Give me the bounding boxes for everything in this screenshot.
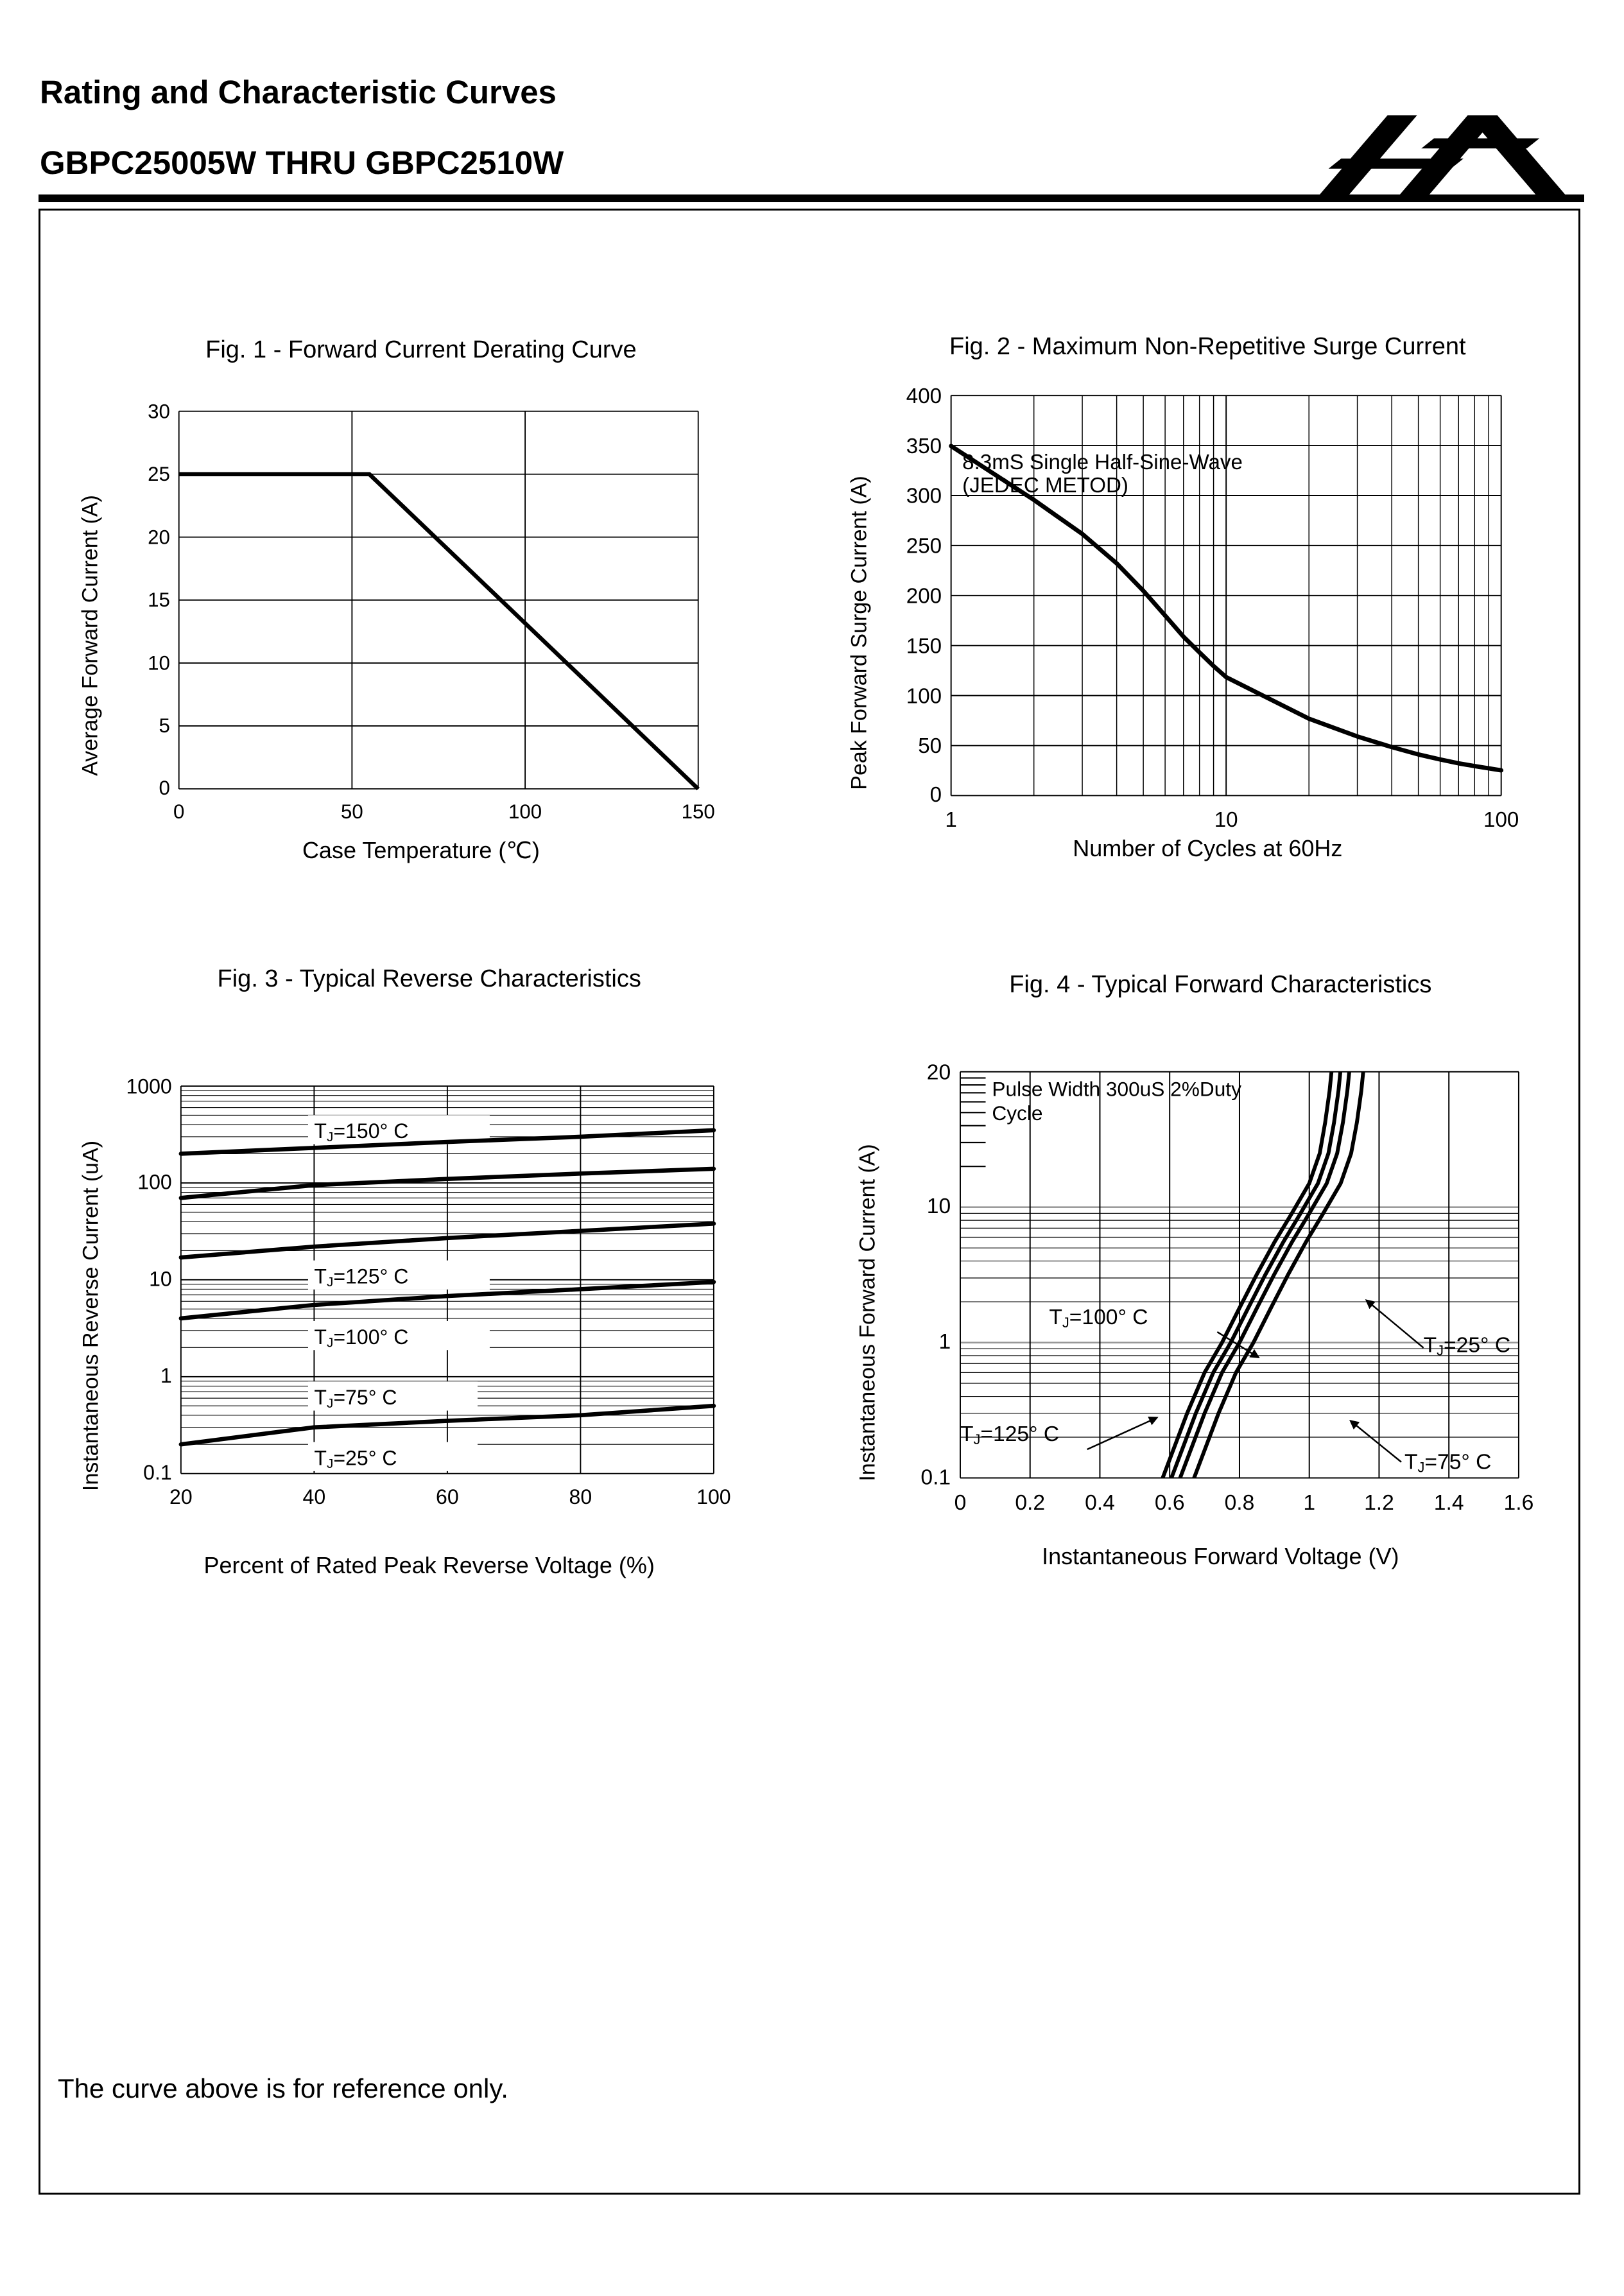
- svg-text:1.4: 1.4: [1434, 1491, 1464, 1515]
- svg-text:0.6: 0.6: [1155, 1491, 1185, 1515]
- svg-text:TJ=25° C: TJ=25° C: [1424, 1334, 1510, 1359]
- svg-text:8.3mS Single Half-Sine-Wave: 8.3mS Single Half-Sine-Wave: [963, 451, 1243, 474]
- svg-text:150: 150: [682, 800, 715, 823]
- svg-text:10: 10: [927, 1195, 951, 1218]
- svg-text:50: 50: [919, 734, 942, 758]
- svg-text:200: 200: [906, 584, 942, 608]
- svg-text:0.8: 0.8: [1225, 1491, 1255, 1515]
- svg-text:TJ=100° C: TJ=100° C: [1049, 1306, 1148, 1331]
- svg-text:40: 40: [303, 1485, 326, 1508]
- svg-text:350: 350: [906, 434, 942, 458]
- svg-text:1: 1: [946, 808, 957, 832]
- svg-text:10: 10: [149, 1267, 172, 1290]
- svg-text:1000: 1000: [126, 1075, 172, 1098]
- svg-text:100: 100: [508, 800, 542, 823]
- svg-text:0.4: 0.4: [1085, 1491, 1115, 1515]
- svg-text:(JEDEC METOD): (JEDEC METOD): [963, 474, 1129, 497]
- svg-text:80: 80: [569, 1485, 592, 1508]
- svg-text:10: 10: [148, 652, 170, 674]
- svg-text:TJ=125° C: TJ=125° C: [960, 1422, 1059, 1447]
- svg-text:0: 0: [159, 777, 170, 799]
- svg-text:0: 0: [173, 800, 184, 823]
- svg-text:0: 0: [955, 1491, 967, 1515]
- svg-text:15: 15: [148, 589, 170, 611]
- svg-text:0: 0: [930, 783, 942, 807]
- svg-text:60: 60: [436, 1485, 459, 1508]
- svg-text:100: 100: [906, 684, 942, 708]
- svg-text:150: 150: [906, 634, 942, 658]
- svg-text:400: 400: [906, 384, 942, 408]
- svg-text:0.1: 0.1: [143, 1461, 172, 1484]
- svg-text:Pulse Width 300uS 2%Duty: Pulse Width 300uS 2%Duty: [992, 1077, 1241, 1100]
- svg-text:0.1: 0.1: [920, 1465, 951, 1489]
- svg-text:100: 100: [137, 1170, 171, 1193]
- svg-text:50: 50: [341, 800, 363, 823]
- svg-text:10: 10: [1214, 808, 1238, 832]
- svg-text:1: 1: [1303, 1491, 1315, 1515]
- svg-text:0.2: 0.2: [1015, 1491, 1045, 1515]
- svg-text:30: 30: [148, 400, 170, 422]
- svg-text:100: 100: [696, 1485, 730, 1508]
- svg-text:TJ=75° C: TJ=75° C: [1404, 1451, 1491, 1476]
- svg-text:TJ=25° C: TJ=25° C: [314, 1446, 397, 1471]
- svg-text:1.6: 1.6: [1504, 1491, 1534, 1515]
- svg-text:20: 20: [927, 1061, 951, 1085]
- svg-text:20: 20: [148, 526, 170, 548]
- svg-text:TJ=75° C: TJ=75° C: [314, 1386, 397, 1411]
- svg-text:5: 5: [159, 714, 170, 736]
- svg-text:1.2: 1.2: [1364, 1491, 1394, 1515]
- svg-text:25: 25: [148, 463, 170, 485]
- svg-text:250: 250: [906, 534, 942, 558]
- svg-text:20: 20: [169, 1485, 193, 1508]
- svg-text:100: 100: [1483, 808, 1519, 832]
- svg-text:1: 1: [938, 1330, 951, 1354]
- svg-text:300: 300: [906, 484, 942, 508]
- svg-text:1: 1: [160, 1364, 172, 1387]
- svg-text:Cycle: Cycle: [992, 1101, 1042, 1125]
